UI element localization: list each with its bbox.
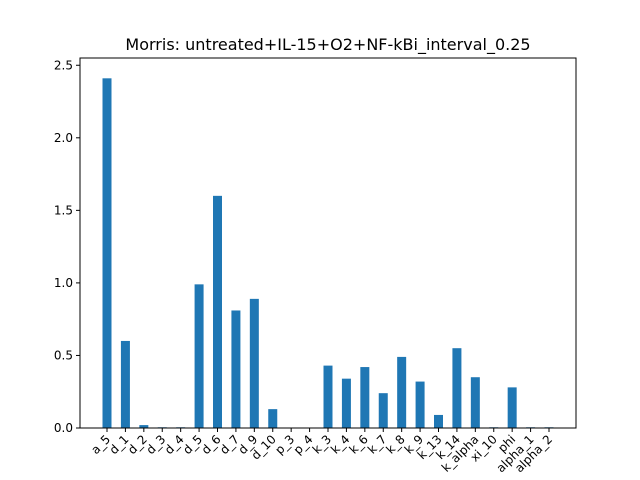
y-tick-label: 0.0 [54, 421, 73, 435]
y-tick-label: 1.5 [54, 203, 73, 217]
bar-k_alpha [470, 377, 480, 428]
bar-k_14 [452, 348, 462, 428]
bar-k_3 [323, 365, 333, 428]
bar-d_6 [213, 195, 222, 428]
y-tick-label: 0.5 [54, 348, 73, 362]
bar-k_9 [415, 381, 425, 428]
bars-group [102, 78, 554, 429]
bar-k_8 [397, 356, 407, 428]
bar-k_4 [341, 378, 351, 428]
plot-frame [79, 57, 577, 429]
bar-k_7 [378, 393, 388, 428]
bar-d_5 [194, 284, 204, 428]
bar-d_2 [139, 425, 149, 428]
bar-k_6 [360, 367, 370, 428]
chart-title: Morris: untreated+IL-15+O2+NF-kBi_interv… [125, 35, 530, 55]
y-tick-label: 1.0 [54, 276, 73, 290]
y-tick-label: 2.5 [54, 58, 73, 72]
y-tick-label: 2.0 [54, 131, 73, 145]
bar-d_1 [120, 340, 130, 428]
bar-phi [507, 387, 517, 428]
bar-d_9 [249, 298, 259, 428]
bar-k_13 [434, 414, 443, 428]
y-axis: 0.0 0.5 1.0 1.5 2.0 2.5 [54, 58, 80, 435]
x-axis: a_5d_1d_2d_3d_4d_5d_6d_7d_9d_10p_3p_4k_3… [88, 428, 555, 475]
bar-a_5 [102, 78, 112, 429]
bar-d_7 [231, 310, 241, 428]
bar-d_10 [268, 409, 278, 428]
